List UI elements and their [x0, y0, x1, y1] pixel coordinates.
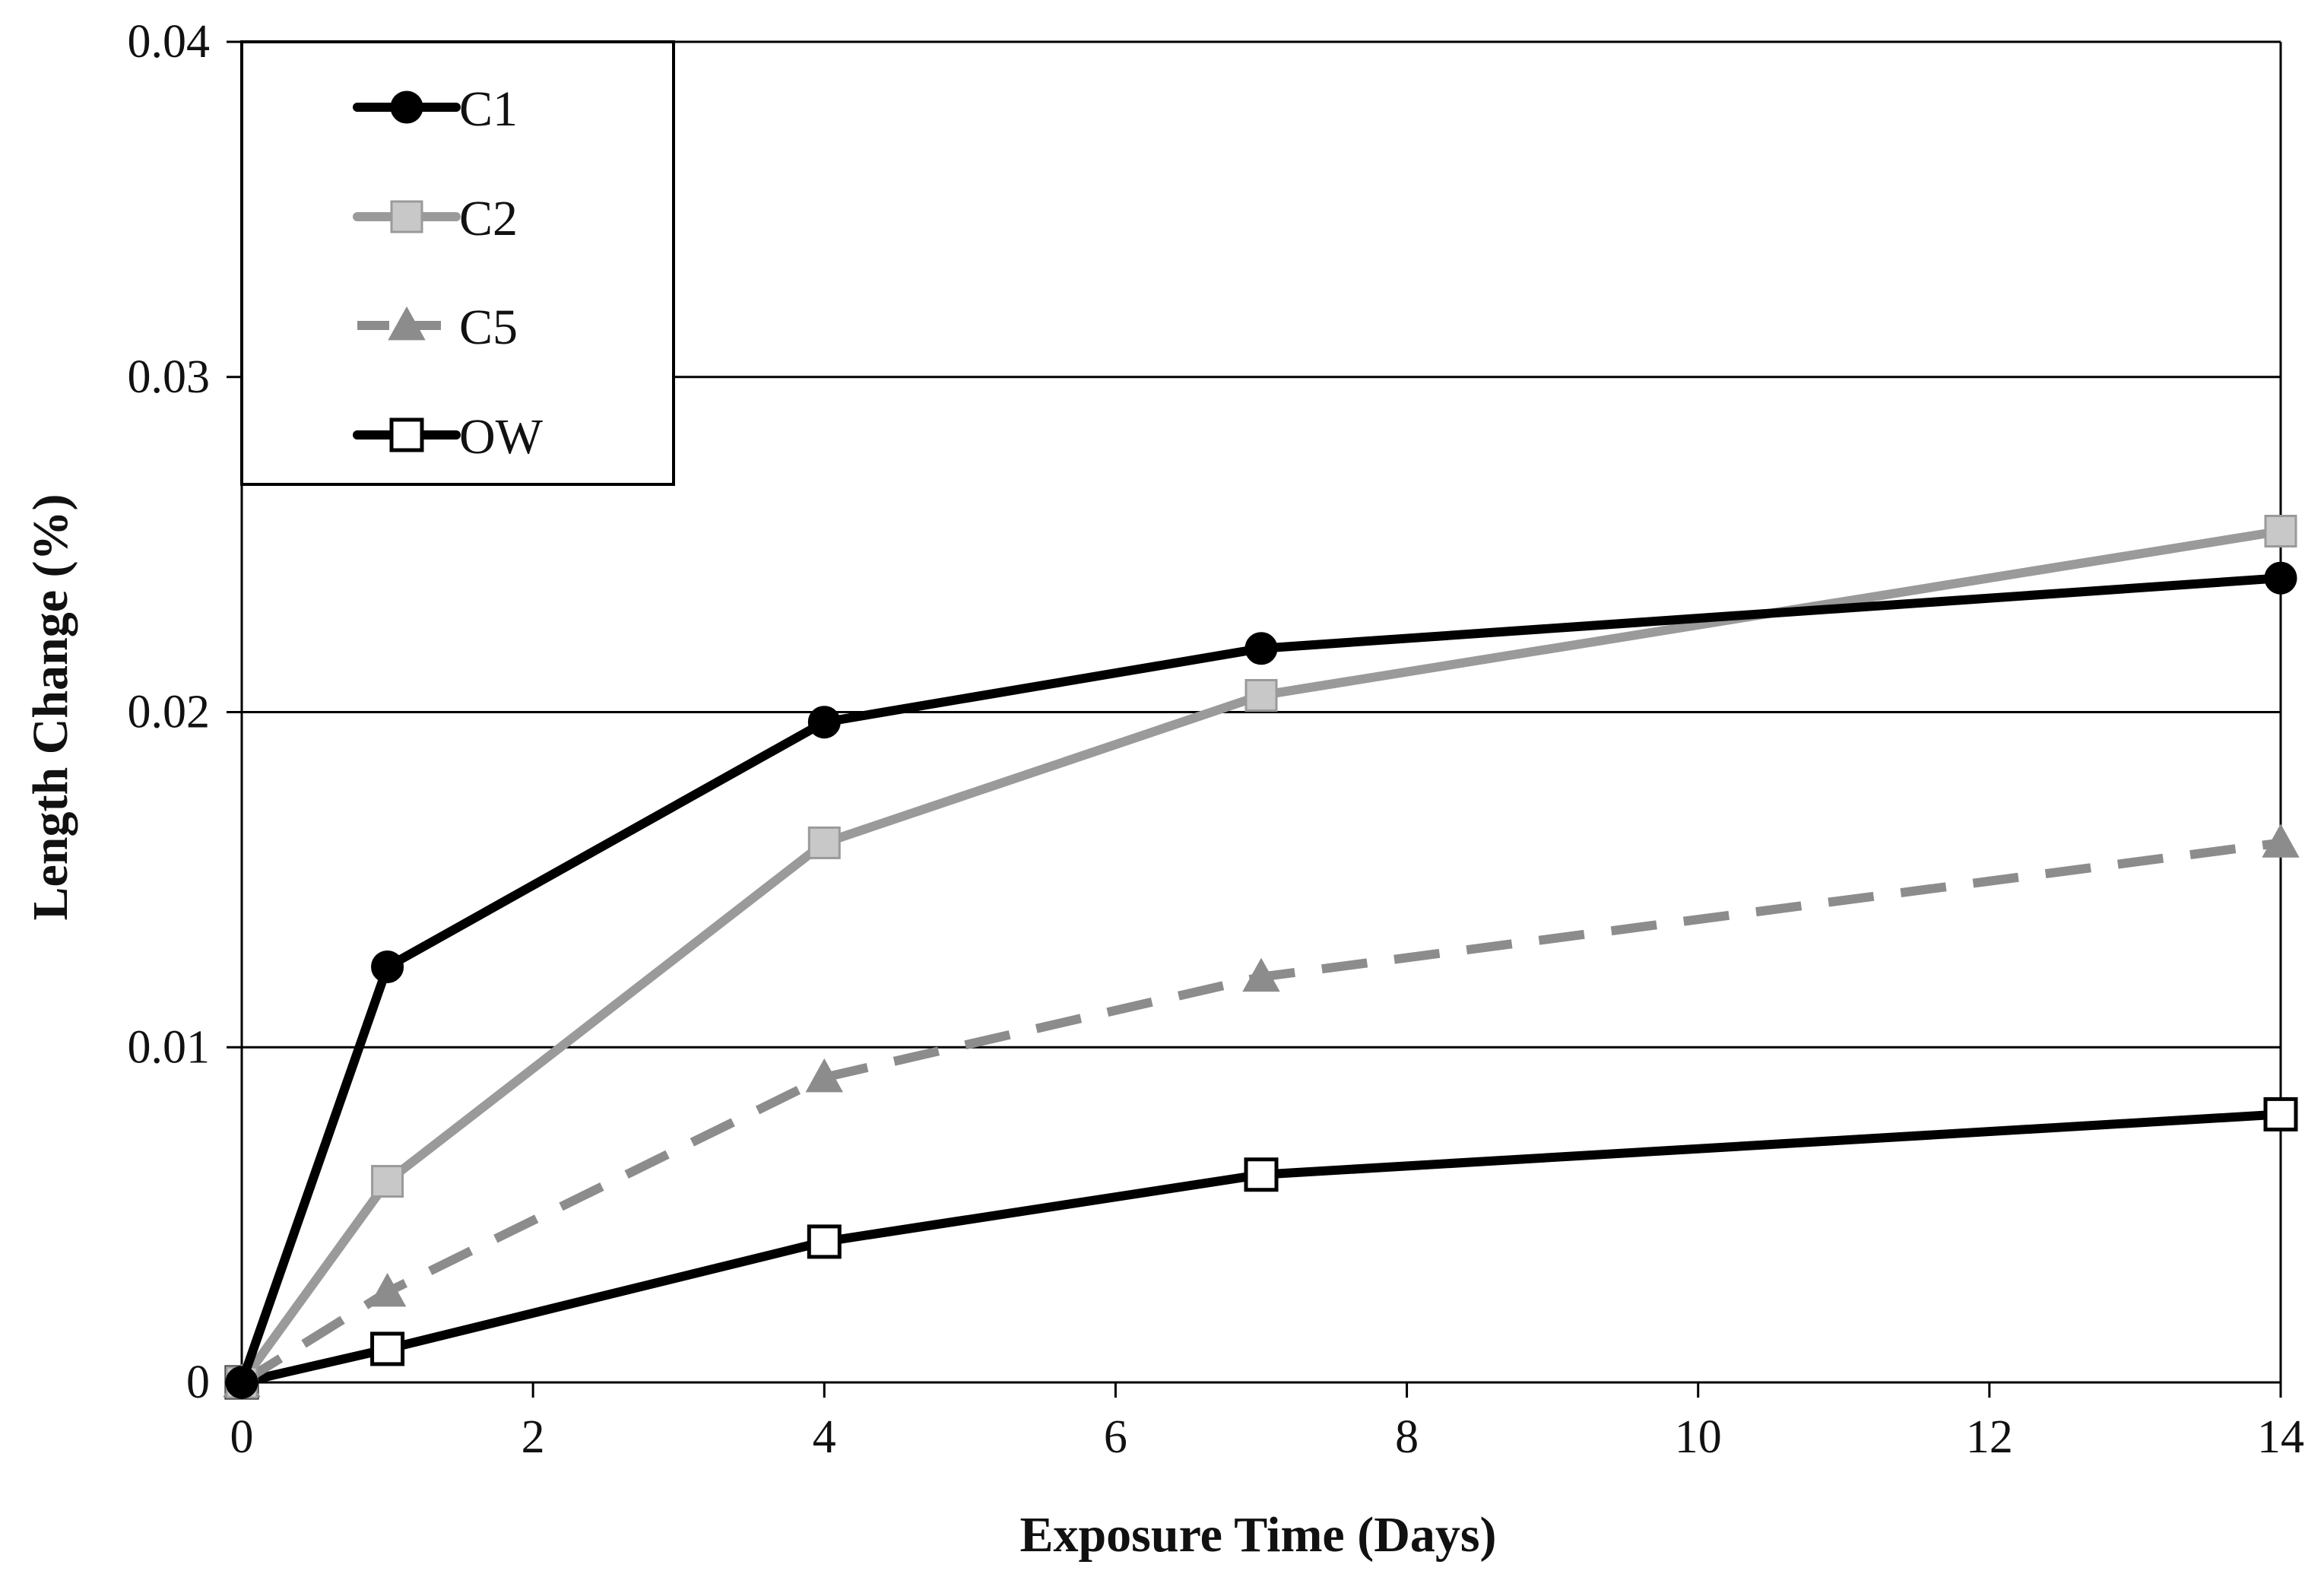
data-point-c1	[2264, 561, 2297, 595]
x-tick-label: 6	[1104, 1411, 1127, 1463]
legend: C1 C2 C5 OW	[240, 40, 675, 486]
y-tick-label: 0.01	[128, 1021, 211, 1073]
data-point-ow	[1244, 1157, 1279, 1192]
legend-item-c2: C2	[353, 191, 518, 246]
series-c1	[225, 561, 2297, 1399]
data-point-c5	[1242, 957, 1280, 992]
legend-marker	[389, 417, 424, 452]
data-point-c5	[805, 1058, 843, 1093]
data-point-c1	[225, 1366, 258, 1399]
legend-item-ow: OW	[353, 409, 544, 465]
y-tick-label: 0.02	[128, 687, 211, 738]
axes: 0 0.01 0.02 0.03 0.04 0 2 4 6 8 10 12 14	[128, 16, 2305, 1463]
data-point-c2	[1244, 678, 1278, 712]
data-point-c1	[371, 950, 404, 983]
legend-label: C2	[459, 191, 518, 246]
legend-item-c1: C1	[353, 81, 518, 137]
legend-label: C5	[459, 300, 518, 355]
x-tick-label: 4	[813, 1411, 836, 1463]
data-point-ow	[807, 1224, 842, 1259]
y-tick-label: 0	[186, 1357, 210, 1408]
data-point-c5	[368, 1272, 407, 1307]
legend-label: OW	[459, 409, 544, 465]
y-tick-label: 0.04	[128, 16, 211, 68]
data-point-ow	[2263, 1096, 2298, 1131]
x-tick-label: 2	[522, 1411, 545, 1463]
legend-label: C1	[459, 81, 518, 137]
data-point-ow	[370, 1331, 405, 1366]
y-tick-label: 0.03	[128, 351, 211, 403]
data-point-c5	[2262, 824, 2300, 858]
series-ow	[224, 1096, 2298, 1400]
x-tick-label: 8	[1395, 1411, 1419, 1463]
data-point-c2	[807, 826, 841, 859]
legend-marker	[390, 90, 423, 124]
data-point-c2	[2264, 514, 2297, 547]
series-group	[223, 514, 2300, 1400]
y-axis-title: Length Change (%)	[23, 494, 78, 920]
x-tick-label: 12	[1966, 1411, 2013, 1463]
data-point-c1	[1244, 632, 1278, 665]
data-point-c2	[371, 1165, 404, 1198]
x-tick-label: 10	[1675, 1411, 1722, 1463]
legend-marker	[390, 200, 423, 233]
x-tick-label: 0	[230, 1411, 254, 1463]
x-tick-label: 14	[2257, 1411, 2304, 1463]
legend-marker	[388, 306, 426, 341]
series-c5	[223, 824, 2300, 1398]
legend-item-c5: C5	[357, 300, 518, 355]
legend-box	[240, 40, 675, 486]
data-point-c1	[807, 706, 841, 739]
x-axis-title: Exposure Time (Days)	[1019, 1507, 1496, 1563]
